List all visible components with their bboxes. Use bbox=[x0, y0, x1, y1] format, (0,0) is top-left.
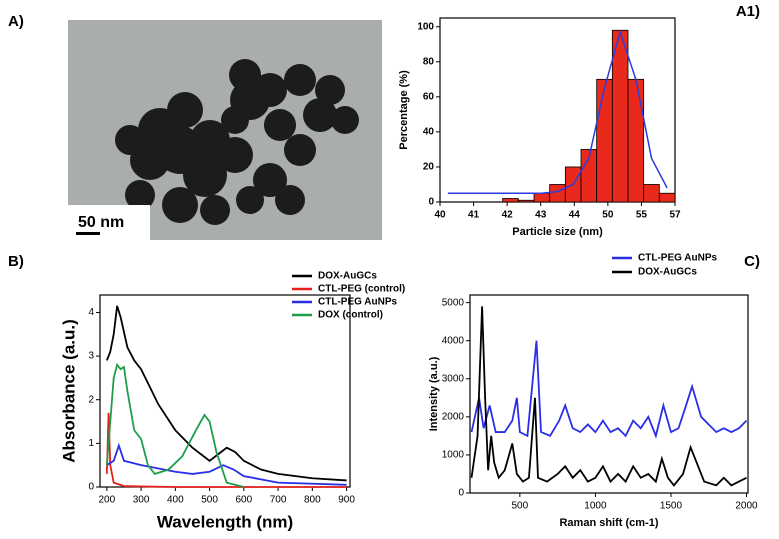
y-tick-label: 0 bbox=[458, 488, 464, 499]
bar bbox=[533, 192, 551, 203]
x-axis-title: Wavelength (nm) bbox=[157, 512, 293, 531]
x-tick-label: 900 bbox=[338, 495, 355, 506]
x-tick-label: 500 bbox=[512, 501, 529, 512]
x-axis-title: Raman shift (cm-1) bbox=[559, 517, 658, 529]
panel-label: A1) bbox=[736, 3, 760, 20]
x-tick-label: 43 bbox=[535, 210, 547, 221]
x-tick-label: 200 bbox=[99, 495, 116, 506]
axes-frame bbox=[469, 294, 749, 494]
fit-curve bbox=[447, 29, 668, 194]
legend-label: CTL-PEG (control) bbox=[318, 284, 405, 295]
y-tick-label: 3000 bbox=[442, 373, 465, 384]
bar bbox=[549, 184, 566, 203]
legend-label: DOX-AuGCs bbox=[638, 267, 697, 278]
y-axis-title: Intensity (a.u.) bbox=[428, 356, 440, 431]
y-tick-label: 80 bbox=[423, 56, 435, 67]
x-tick-label: 400 bbox=[167, 495, 184, 506]
x-tick-label: 55 bbox=[636, 210, 648, 221]
panel-label: A) bbox=[8, 13, 24, 30]
series-line bbox=[106, 305, 347, 482]
x-tick-label: 1500 bbox=[660, 501, 683, 512]
y-tick-label: 40 bbox=[423, 127, 435, 138]
x-tick-label: 50 bbox=[602, 210, 614, 221]
bar bbox=[596, 78, 613, 203]
y-tick-label: 5000 bbox=[442, 297, 465, 308]
legend-label: CTL-PEG AuNPs bbox=[318, 297, 398, 308]
y-tick-label: 3 bbox=[88, 351, 94, 362]
tem-image bbox=[68, 20, 382, 240]
bar bbox=[627, 78, 645, 203]
series-line bbox=[105, 362, 245, 488]
y-tick-label: 4000 bbox=[442, 335, 465, 346]
x-tick-label: 800 bbox=[304, 495, 321, 506]
bar bbox=[643, 184, 660, 203]
series-line bbox=[106, 442, 347, 486]
axes-frame bbox=[99, 294, 351, 488]
y-tick-label: 1 bbox=[88, 438, 94, 449]
panel-label: B) bbox=[8, 253, 24, 270]
x-tick-label: 600 bbox=[235, 495, 252, 506]
series-line bbox=[470, 306, 747, 487]
panel-label: C) bbox=[744, 253, 760, 270]
y-axis-title: Percentage (%) bbox=[398, 70, 410, 150]
x-tick-label: 500 bbox=[201, 495, 218, 506]
x-tick-label: 42 bbox=[502, 210, 514, 221]
y-tick-label: 0 bbox=[428, 197, 434, 208]
x-tick-label: 40 bbox=[434, 210, 446, 221]
x-tick-label: 1000 bbox=[584, 501, 607, 512]
x-tick-label: 2000 bbox=[735, 501, 758, 512]
legend-label: CTL-PEG AuNPs bbox=[638, 253, 718, 264]
y-tick-label: 2 bbox=[88, 394, 94, 405]
y-axis-title: Absorbance (a.u.) bbox=[59, 319, 78, 463]
x-tick-label: 700 bbox=[270, 495, 287, 506]
x-tick-label: 44 bbox=[569, 210, 581, 221]
x-tick-label: 57 bbox=[669, 210, 681, 221]
y-tick-label: 60 bbox=[423, 91, 435, 102]
legend-label: DOX-AuGCs bbox=[318, 271, 377, 282]
scale-bar-label: 50 nm bbox=[78, 214, 124, 231]
bar bbox=[658, 192, 676, 203]
y-tick-label: 0 bbox=[88, 482, 94, 493]
bar bbox=[611, 29, 629, 203]
y-tick-label: 1000 bbox=[442, 450, 465, 461]
x-tick-label: 300 bbox=[133, 495, 150, 506]
legend-label: DOX (control) bbox=[318, 310, 383, 321]
y-tick-label: 2000 bbox=[442, 411, 465, 422]
y-tick-label: 20 bbox=[423, 162, 435, 173]
y-tick-label: 4 bbox=[88, 307, 94, 318]
bar bbox=[502, 198, 519, 203]
series-line bbox=[470, 340, 748, 439]
x-axis-title: Particle size (nm) bbox=[512, 226, 603, 238]
bar bbox=[517, 199, 535, 203]
x-tick-label: 41 bbox=[468, 210, 480, 221]
y-tick-label: 100 bbox=[417, 21, 434, 32]
series-line bbox=[105, 412, 347, 488]
